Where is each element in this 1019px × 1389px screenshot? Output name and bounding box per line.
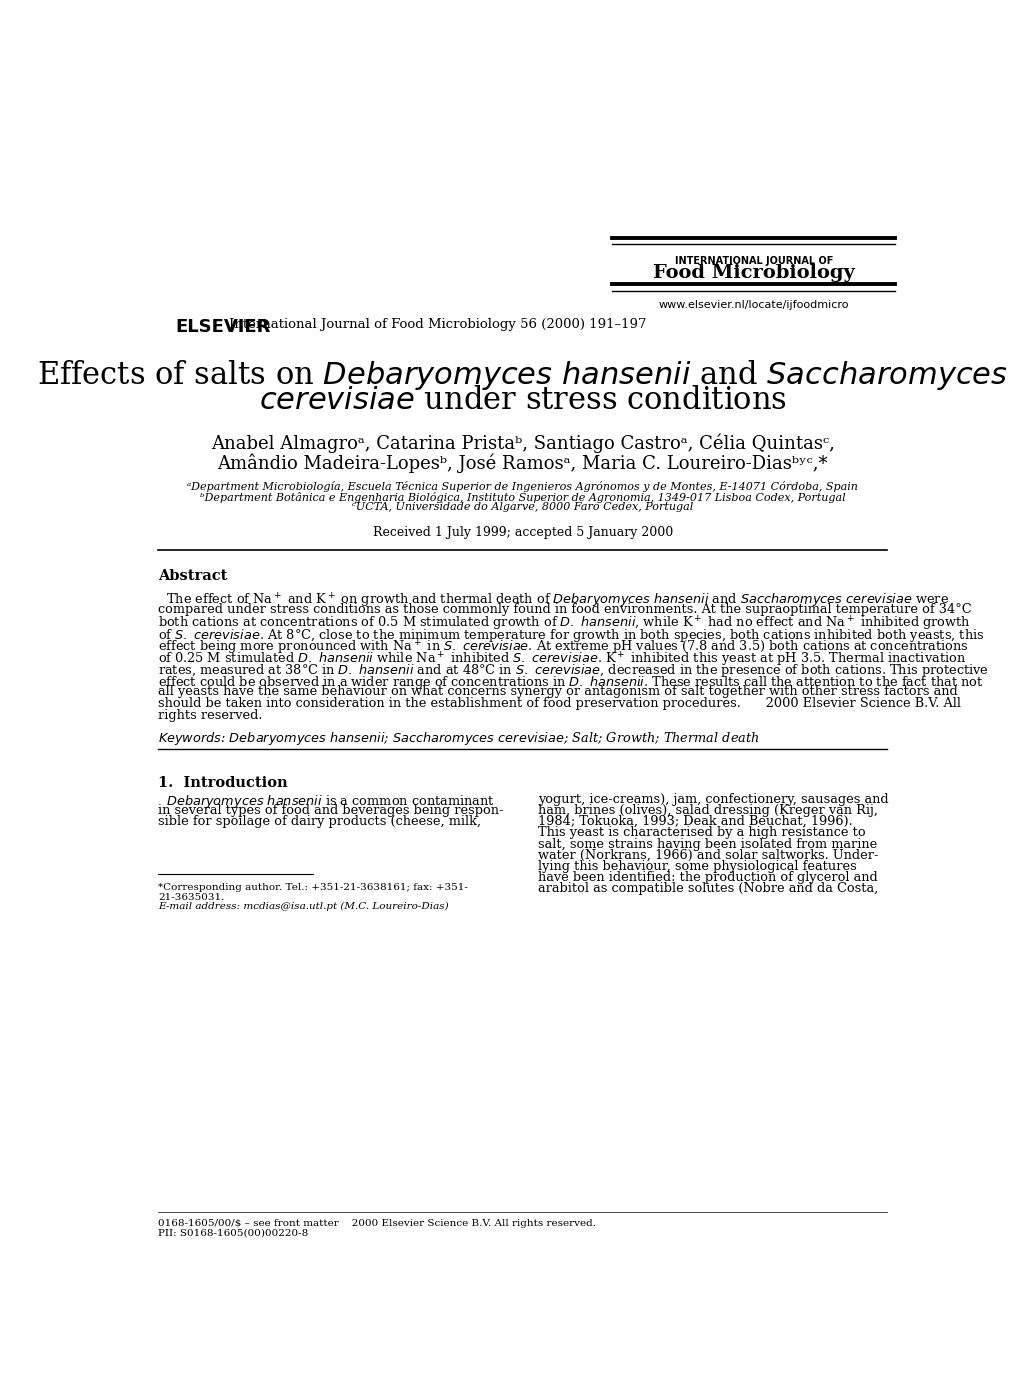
Text: Effects of salts on $\mathit{Debaryomyces\ hansenii}$ and $\mathit{Saccharomyces: Effects of salts on $\mathit{Debaryomyce…	[38, 357, 1007, 392]
Text: Food Microbiology: Food Microbiology	[652, 264, 854, 282]
Text: water (Norkrans, 1966) and solar saltworks. Under-: water (Norkrans, 1966) and solar saltwor…	[538, 849, 878, 861]
Text: lying this behaviour, some physiological features: lying this behaviour, some physiological…	[538, 860, 856, 872]
Text: ᵃDepartment Microbiología, Escuela Técnica Superior de Ingenieros Agrónomos y de: ᵃDepartment Microbiología, Escuela Técni…	[187, 481, 857, 492]
Text: effect being more pronounced with Na$^+$ in $\mathit{S.\ cerevisiae}$. At extrem: effect being more pronounced with Na$^+$…	[158, 639, 968, 657]
Text: PII: S0168-1605(00)00220-8: PII: S0168-1605(00)00220-8	[158, 1228, 309, 1238]
Text: International Journal of Food Microbiology 56 (2000) 191–197: International Journal of Food Microbiolo…	[228, 318, 646, 332]
Text: all yeasts have the same behaviour on what concerns synergy or antagonism of sal: all yeasts have the same behaviour on wh…	[158, 685, 957, 699]
Text: salt, some strains having been isolated from marine: salt, some strains having been isolated …	[538, 838, 876, 850]
Text: ᵇDepartment Botânica e Engenharia Biológica, Instituto Superior de Agronomia, 13: ᵇDepartment Botânica e Engenharia Biológ…	[200, 492, 845, 503]
Text: Received 1 July 1999; accepted 5 January 2000: Received 1 July 1999; accepted 5 January…	[372, 525, 673, 539]
Text: This yeast is characterised by a high resistance to: This yeast is characterised by a high re…	[538, 826, 865, 839]
Text: both cations at concentrations of 0.5 M stimulated growth of $\mathit{D.\ hansen: both cations at concentrations of 0.5 M …	[158, 615, 970, 633]
Text: Abstract: Abstract	[158, 568, 227, 582]
Text: 21-3635031.: 21-3635031.	[158, 893, 224, 901]
Text: arabitol as compatible solutes (Nobre and da Costa,: arabitol as compatible solutes (Nobre an…	[538, 882, 877, 895]
Text: E-mail address: mcdias@isa.utl.pt (M.C. Loureiro-Dias): E-mail address: mcdias@isa.utl.pt (M.C. …	[158, 901, 448, 911]
Text: rights reserved.: rights reserved.	[158, 708, 263, 722]
Text: 1.  Introduction: 1. Introduction	[158, 776, 287, 790]
Text: yogurt, ice-creams), jam, confectionery, sausages and: yogurt, ice-creams), jam, confectionery,…	[538, 793, 888, 806]
Text: 0168-1605/00/$ – see front matter    2000 Elsevier Science B.V. All rights reser: 0168-1605/00/$ – see front matter 2000 E…	[158, 1220, 596, 1228]
Text: have been identified: the production of glycerol and: have been identified: the production of …	[538, 871, 877, 883]
Text: rates, measured at 38°C in $\mathit{D.\ hansenii}$ and at 48°C in $\mathit{S.\ c: rates, measured at 38°C in $\mathit{D.\ …	[158, 663, 988, 679]
Text: of $\mathit{S.\ cerevisiae}$. At 8°C, close to the minimum temperature for growt: of $\mathit{S.\ cerevisiae}$. At 8°C, cl…	[158, 626, 984, 644]
Text: sible for spoilage of dairy products (cheese, milk,: sible for spoilage of dairy products (ch…	[158, 815, 481, 828]
Text: effect could be observed in a wider range of concentrations in $\mathit{D.\ hans: effect could be observed in a wider rang…	[158, 674, 983, 690]
Text: Amândio Madeira-Lopesᵇ, José Ramosᵃ, Maria C. Loureiro-Diasᵇʸᶜ,*: Amândio Madeira-Lopesᵇ, José Ramosᵃ, Mar…	[217, 453, 827, 472]
Text: $\mathit{cerevisiae}$ under stress conditions: $\mathit{cerevisiae}$ under stress condi…	[259, 385, 786, 417]
Text: Anabel Almagroᵃ, Catarina Pristaᵇ, Santiago Castroᵃ, Célia Quintasᶜ,: Anabel Almagroᵃ, Catarina Pristaᵇ, Santi…	[211, 433, 834, 453]
Text: of 0.25 M stimulated $\mathit{D.\ hansenii}$ while Na$^+$ inhibited $\mathit{S.\: of 0.25 M stimulated $\mathit{D.\ hansen…	[158, 650, 966, 668]
Text: 1984; Tokuoka, 1993; Deak and Beuchat, 1996).: 1984; Tokuoka, 1993; Deak and Beuchat, 1…	[538, 815, 852, 828]
Text: The effect of Na$^+$ and K$^+$ on growth and thermal death of $\mathit{Debaryomy: The effect of Na$^+$ and K$^+$ on growth…	[158, 592, 949, 610]
Text: in several types of food and beverages being respon-: in several types of food and beverages b…	[158, 804, 503, 817]
Text: compared under stress conditions as those commonly found in food environments. A: compared under stress conditions as thos…	[158, 603, 971, 617]
Text: $\mathit{Debaryomyces\ hansenii}$ is a common contaminant: $\mathit{Debaryomyces\ hansenii}$ is a c…	[158, 793, 495, 810]
Text: $\mathit{Keywords}$: $\mathit{Debaryomyces\ hansenii}$; $\mathit{Saccharomyces\ : $\mathit{Keywords}$: $\mathit{Debaryomyc…	[158, 729, 759, 747]
Text: should be taken into consideration in the establishment of food preservation pro: should be taken into consideration in th…	[158, 697, 961, 710]
Text: INTERNATIONAL JOURNAL OF: INTERNATIONAL JOURNAL OF	[674, 256, 833, 267]
Text: *Corresponding author. Tel.: +351-21-3638161; fax: +351-: *Corresponding author. Tel.: +351-21-363…	[158, 883, 468, 892]
Text: ELSEVIER: ELSEVIER	[175, 318, 271, 336]
Text: ᶜUCTA, Universidade do Algarve, 8000 Faro Cedex, Portugal: ᶜUCTA, Universidade do Algarve, 8000 Far…	[352, 503, 693, 513]
Text: www.elsevier.nl/locate/ijfoodmicro: www.elsevier.nl/locate/ijfoodmicro	[658, 300, 848, 310]
Text: ham, brines (olives), salad dressing (Kreger van Rij,: ham, brines (olives), salad dressing (Kr…	[538, 804, 877, 817]
